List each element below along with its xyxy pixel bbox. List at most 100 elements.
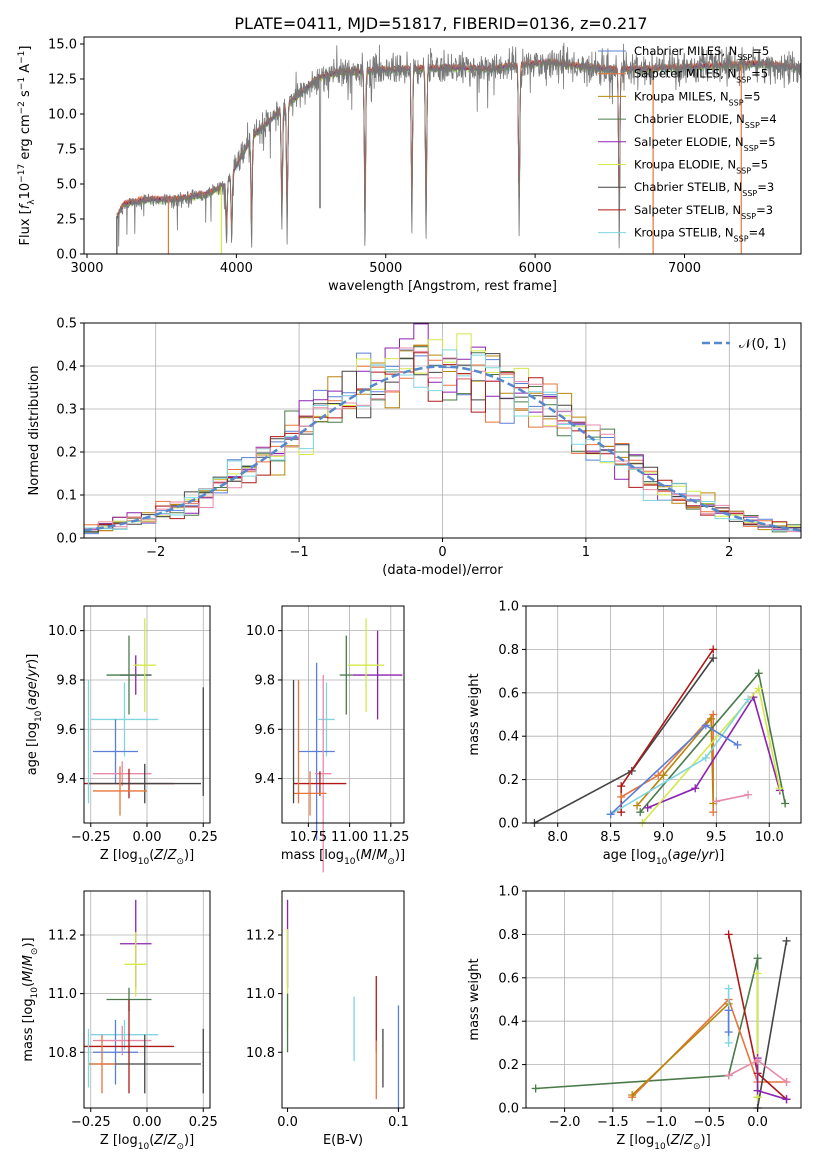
axes-frame: [525, 890, 802, 1109]
x-tick-label: 0.0: [277, 1115, 298, 1130]
axes-frame: [281, 605, 405, 824]
weight-series-c10: [724, 1056, 791, 1086]
legend-label: 𝒩(0, 1): [739, 337, 786, 352]
y-tick-label: 0.3: [56, 403, 77, 418]
x-tick-label: 0: [438, 545, 446, 560]
y-tick-label: 0.6: [498, 686, 519, 701]
errorbar: [93, 1025, 152, 1056]
y-tick-label: 0.2: [498, 1058, 519, 1073]
x-tick-label: 0.0: [747, 1115, 768, 1130]
axes-frame: [281, 890, 405, 1109]
y-tick-label: 7.5: [56, 143, 77, 158]
x-tick-label: 11.25: [372, 830, 409, 845]
y-tick-label: 1.0: [498, 600, 519, 615]
mass-weight-vs-age-axes: 8.0 8.5 9.0 9.5 10.0 0.0 0.2 0.4 0.6 0.8 1.0 age [l…: [467, 600, 802, 867]
errorbar: [88, 763, 201, 804]
x-tick-label: 5000: [369, 261, 402, 276]
x-tick-label: 1: [582, 545, 590, 560]
y-tick-label: 11.2: [246, 928, 275, 943]
x-tick-label: −1.0: [645, 1115, 677, 1130]
errorbar: [93, 1020, 138, 1085]
weight-series-c5: [753, 1054, 791, 1104]
y-tick-label: 5.0: [56, 178, 77, 193]
y-tick-label: 1.0: [498, 885, 519, 900]
y-tick-label: 15.0: [48, 38, 77, 53]
axes-frame: [83, 36, 802, 255]
y-tick-label: 12.5: [48, 73, 77, 88]
x-tick-label: 9.5: [706, 830, 727, 845]
errorbar: [93, 761, 152, 787]
x-tick-label: −2.0: [549, 1115, 581, 1130]
y-tick-label: 9.8: [56, 673, 77, 688]
errorbar: [90, 1020, 159, 1050]
x-tick-label: 0.00: [133, 830, 162, 845]
errorbar: [318, 682, 335, 757]
weight-line: [647, 695, 781, 809]
mass-weight-vs-z-axes: −2.0 −1.5 −1.0 −0.5 0.0 0.0 0.2 0.4 0.6 0.8 1.0 Z […: [467, 885, 802, 1152]
y-tick-label: 0.4: [498, 730, 519, 745]
errorbar: [293, 771, 347, 796]
mass-vs-z-axes: −0.25 0.00 0.25 10.8 11.0 11.2 Z [log10(Z/Z⊙)]…: [21, 890, 218, 1152]
y-tick-label: 9.8: [254, 673, 275, 688]
x-tick-label: 10.75: [290, 830, 327, 845]
y-tick-label: 10.0: [48, 108, 77, 123]
legend-label: Kroupa MILES, NSSP=5: [634, 89, 760, 107]
y-tick-label: 9.6: [254, 723, 275, 738]
errorbar: [339, 635, 353, 715]
x-axis-label: (data-model)/error: [382, 563, 503, 578]
y-tick-label: 10.8: [246, 1046, 275, 1061]
y-tick-label: 9.4: [56, 772, 77, 787]
weight-series-c3: [633, 714, 718, 810]
y-tick-label: 10.0: [48, 624, 77, 639]
y-tick-label: 0.2: [498, 773, 519, 788]
errorbar: [298, 662, 335, 841]
errorbar: [93, 766, 147, 816]
x-axis-label: Z [log10(Z/Z⊙)]: [616, 1133, 710, 1152]
x-tick-label: −0.25: [71, 830, 111, 845]
x-axis-label: Z [log10(Z/Z⊙)]: [100, 848, 194, 867]
y-tick-label: 0.0: [56, 248, 77, 263]
x-tick-label: 7000: [668, 261, 701, 276]
x-tick-label: −1.5: [597, 1115, 629, 1130]
y-tick-label: 0.8: [498, 643, 519, 658]
legend-label: Salpeter MILES, NSSP=5: [634, 67, 768, 85]
y-tick-label: 0.4: [498, 1015, 519, 1030]
errorbar: [352, 630, 403, 720]
x-tick-label: −2: [146, 545, 165, 560]
chart-title: PLATE=0411, MJD=51817, FIBERID=0136, z=0…: [234, 14, 647, 33]
residuals-axes: 𝒩(0, 1) −2 −1 0 1 2 0.0 0.1 0.2 0.3 0.4 0.5 (data-mo…: [27, 317, 802, 578]
y-tick-label: 9.4: [254, 772, 275, 787]
x-axis-label: wavelength [Angstrom, rest frame]: [328, 279, 557, 294]
legend-label: Chabrier MILES, NSSP=5: [634, 44, 769, 62]
errorbar: [106, 635, 152, 715]
y-tick-label: 10.0: [246, 624, 275, 639]
x-tick-label: 3000: [70, 261, 103, 276]
spectrum-plot: [116, 42, 801, 254]
age-vs-z-axes: −0.25 0.00 0.25 9.4 9.6 9.8 10.0 Z [log10(Z/Z⊙)…: [25, 605, 218, 867]
errorbar: [314, 675, 332, 873]
y-tick-label: 0.6: [498, 971, 519, 986]
spectrum-legend: Chabrier MILES, NSSP=5 Salpeter MILES, NS…: [598, 44, 777, 243]
y-tick-label: 0.0: [498, 817, 519, 832]
x-tick-label: 11.00: [331, 830, 368, 845]
mass-vs-ebv-axes: 0.0 0.1 10.8 11.0 11.2 E(B-V): [246, 890, 409, 1148]
x-tick-label: −0.5: [694, 1115, 726, 1130]
x-tick-label: −1: [290, 545, 309, 560]
weight-line: [535, 958, 759, 1098]
y-axis-label: mass weight: [467, 673, 482, 755]
spectrum-axes: Chabrier MILES, NSSP=5 Salpeter MILES, NS…: [17, 36, 802, 294]
legend-label: Kroupa ELODIE, NSSP=5: [634, 158, 768, 176]
x-tick-label: 6000: [519, 261, 552, 276]
x-tick-label: 8.0: [547, 830, 568, 845]
observed-spectrum: [116, 42, 801, 249]
weight-line: [631, 1003, 730, 1096]
y-tick-label: 0.0: [56, 532, 77, 547]
errorbar: [90, 682, 159, 757]
y-axis-label: Flux [fλ10−17 erg cm−2 s−1 A−1]: [17, 46, 37, 246]
errorbar: [133, 618, 156, 713]
x-axis-label: mass [log10(M/M⊙)]: [281, 848, 405, 867]
y-tick-label: 0.0: [498, 1102, 519, 1117]
x-tick-label: 4000: [220, 261, 253, 276]
y-tick-label: 9.6: [56, 723, 77, 738]
